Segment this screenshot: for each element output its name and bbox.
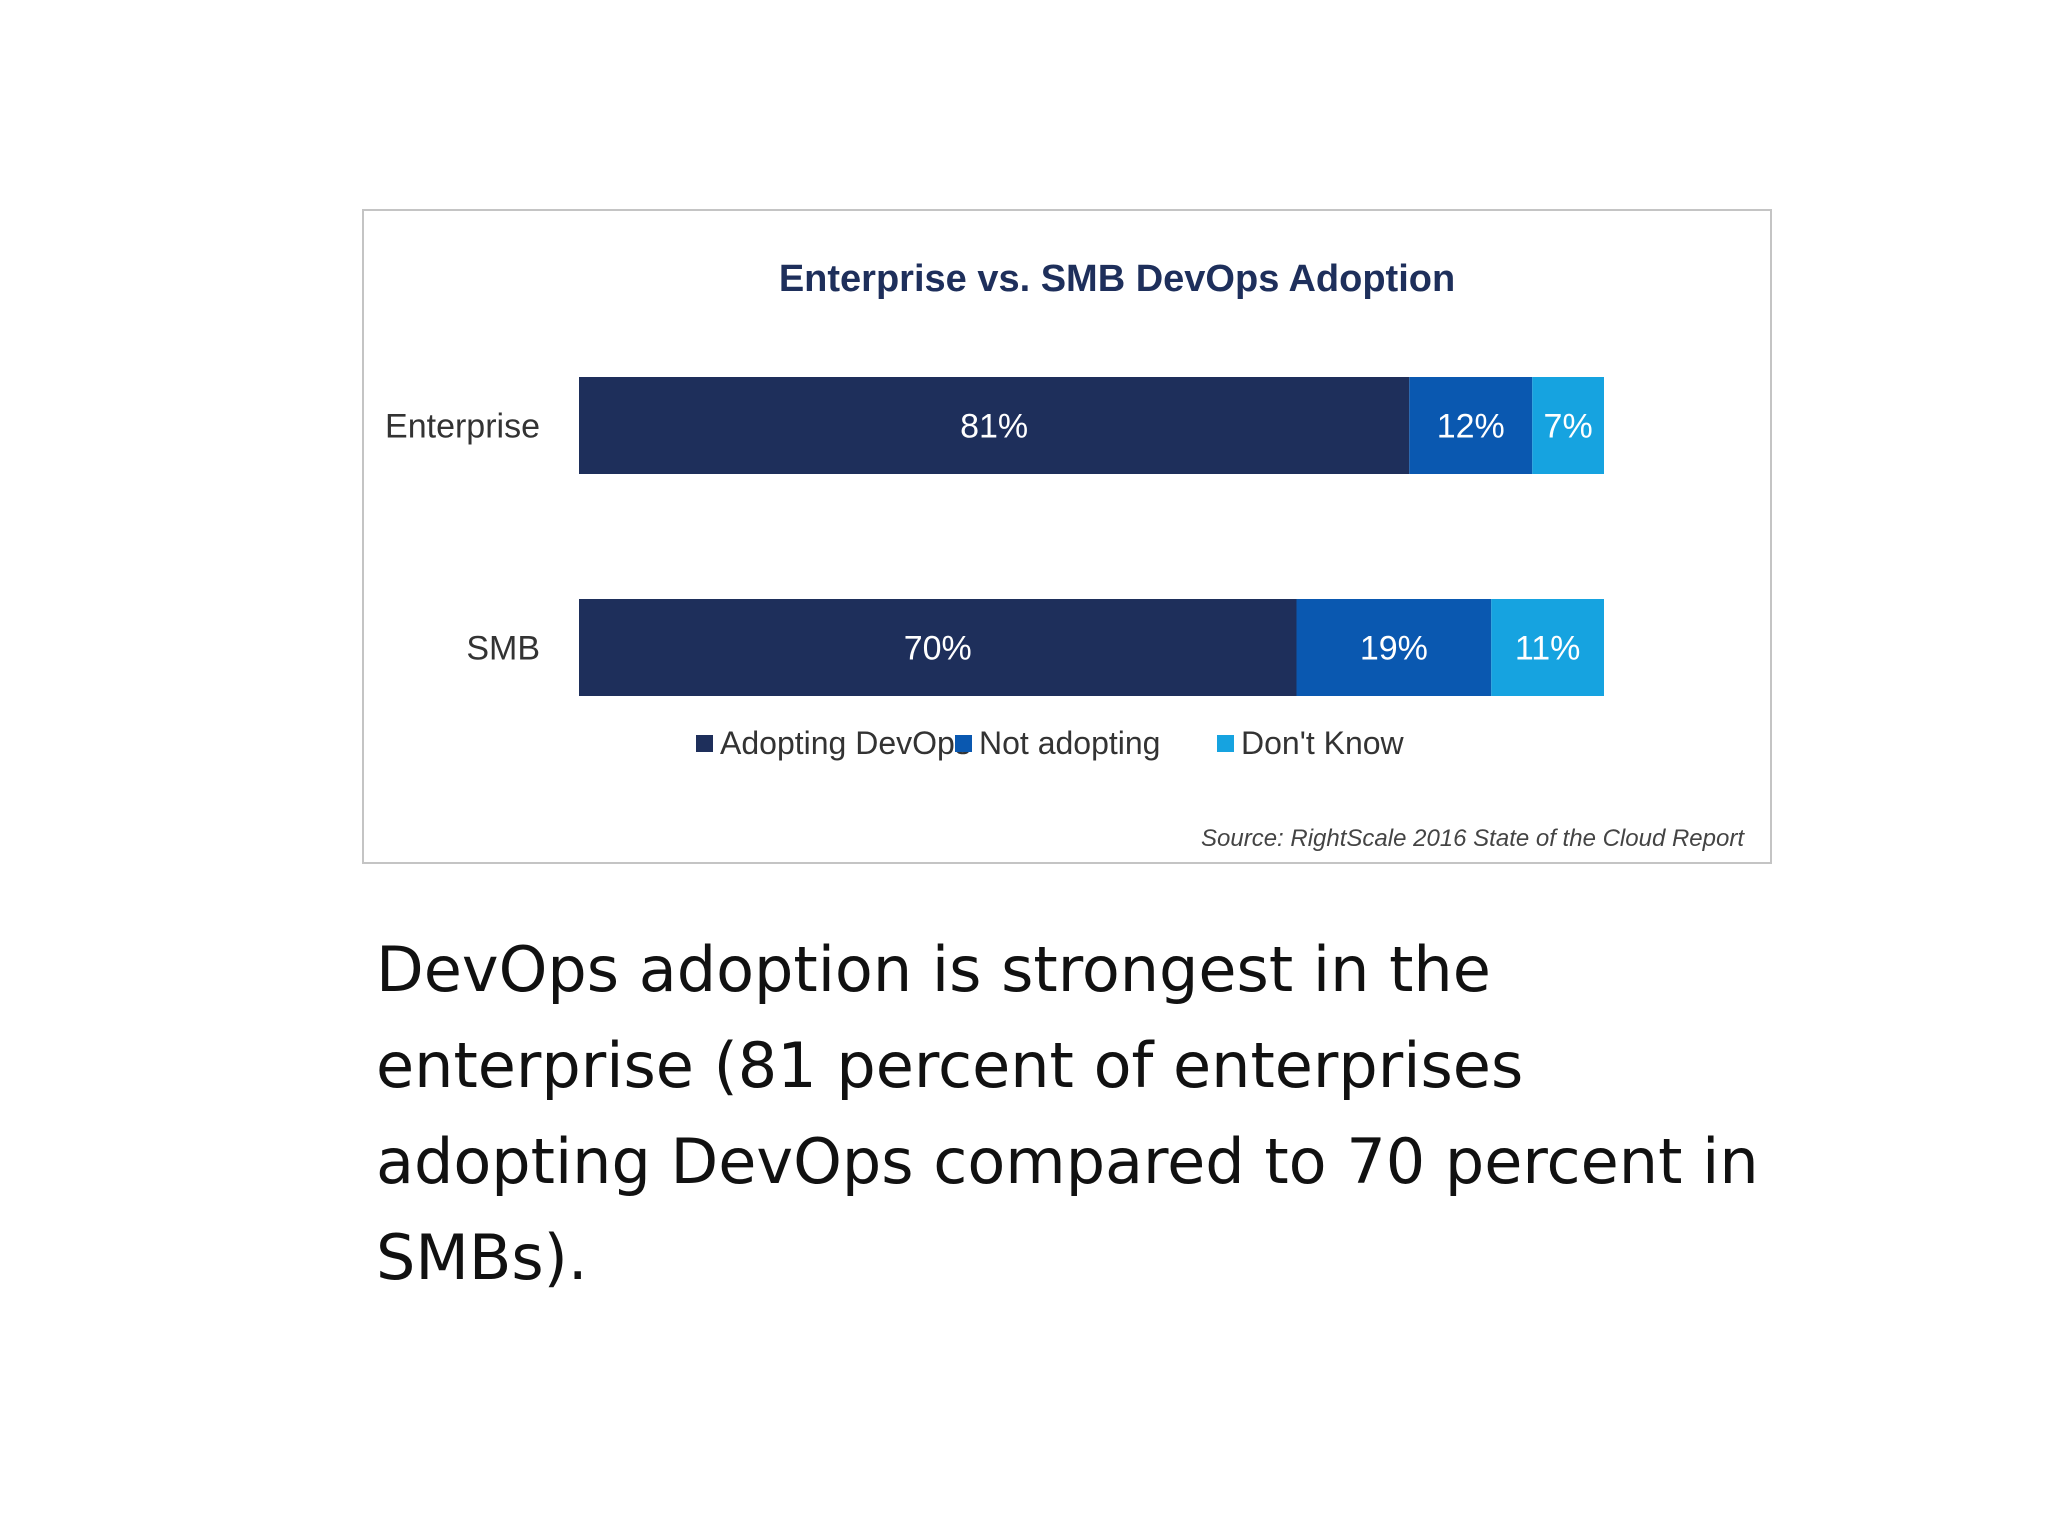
legend-label-not-adopting: Not adopting xyxy=(979,725,1160,761)
category-label-enterprise: Enterprise xyxy=(385,408,540,446)
bar-enterprise-adopting-devops xyxy=(579,377,1410,474)
bar-enterprise-not-adopting xyxy=(1409,377,1533,474)
chart-title: Enterprise vs. SMB DevOps Adoption xyxy=(779,258,1455,300)
chart-frame: Enterprise vs. SMB DevOps Adoption Enter… xyxy=(362,209,1772,864)
legend-label-don-t-know: Don't Know xyxy=(1241,725,1405,761)
data-label-smb-don-t-know: 11% xyxy=(1515,630,1581,668)
data-label-enterprise-adopting-devops: 81% xyxy=(960,408,1028,446)
data-label-smb-not-adopting: 19% xyxy=(1360,630,1428,668)
bar-smb-don-t-know xyxy=(1491,599,1604,696)
bar-smb-adopting-devops xyxy=(579,599,1297,696)
caption-text: DevOps adoption is strongest in the ente… xyxy=(376,933,1759,1294)
legend-swatch-adopting-devops xyxy=(696,735,713,752)
stacked-bar-chart: Enterprise vs. SMB DevOps Adoption Enter… xyxy=(385,258,1745,852)
legend-label-adopting-devops: Adopting DevOps xyxy=(720,725,971,761)
data-label-enterprise-not-adopting: 12% xyxy=(1437,408,1505,446)
source-note: Source: RightScale 2016 State of the Clo… xyxy=(1201,825,1745,852)
legend-swatch-don-t-know xyxy=(1217,735,1234,752)
data-label-enterprise-don-t-know: 7% xyxy=(1544,408,1593,446)
bar-smb-not-adopting xyxy=(1296,599,1492,696)
category-label-smb: SMB xyxy=(466,630,540,668)
bar-enterprise-don-t-know xyxy=(1532,377,1604,474)
legend: Adopting DevOps Not adopting Don't Know xyxy=(696,725,1405,761)
data-label-smb-adopting-devops: 70% xyxy=(904,630,972,668)
legend-swatch-not-adopting xyxy=(955,735,972,752)
bars-layer: Enterprise 81% 12% 7% SMB 70% 19% 11% xyxy=(385,377,1604,696)
